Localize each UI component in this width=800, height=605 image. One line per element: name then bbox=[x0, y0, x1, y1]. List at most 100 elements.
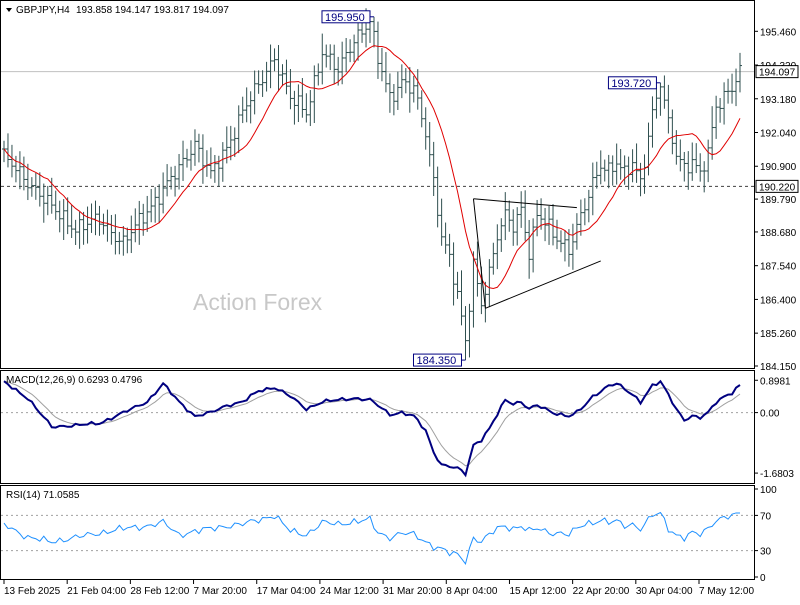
price-bar bbox=[248, 91, 253, 124]
rsi-panel-frame bbox=[0, 485, 755, 580]
price-bar bbox=[260, 70, 265, 97]
price-bar bbox=[169, 166, 174, 190]
price-bar bbox=[304, 93, 309, 123]
price-bar bbox=[698, 153, 703, 182]
price-bar bbox=[403, 68, 408, 94]
price-bar bbox=[268, 44, 273, 89]
price-bar bbox=[17, 151, 22, 190]
price-bar bbox=[336, 56, 341, 86]
price-annotation: 195.950 bbox=[321, 10, 374, 24]
price-bar bbox=[586, 189, 591, 223]
annotation-box bbox=[607, 76, 657, 90]
price-bar bbox=[562, 230, 567, 262]
price-bar bbox=[503, 192, 508, 241]
price-bar bbox=[383, 52, 388, 93]
price-bar bbox=[578, 199, 583, 236]
x-tick-label: 24 Mar 12:00 bbox=[320, 586, 379, 597]
price-bar bbox=[491, 242, 496, 275]
price-bar bbox=[240, 96, 245, 124]
price-bar bbox=[141, 203, 146, 236]
price-bar bbox=[447, 233, 452, 267]
price-bars bbox=[2, 8, 742, 361]
price-bar bbox=[602, 159, 607, 182]
annotation-label: 193.720 bbox=[611, 78, 651, 90]
price-bar bbox=[630, 149, 635, 183]
price-bar bbox=[177, 153, 182, 190]
price-bar bbox=[220, 142, 225, 182]
price-bar bbox=[340, 41, 345, 85]
price-bar bbox=[264, 61, 269, 92]
price-bar bbox=[292, 90, 297, 125]
price-bar bbox=[407, 67, 412, 113]
price-bar bbox=[411, 75, 416, 103]
price-bar bbox=[61, 199, 66, 240]
price-bar bbox=[379, 47, 384, 82]
price-bar bbox=[105, 209, 110, 242]
price-bar bbox=[722, 82, 727, 125]
price-bar bbox=[718, 98, 723, 123]
triangle-upper-line bbox=[473, 198, 577, 209]
price-bar bbox=[117, 231, 122, 255]
annotation-box bbox=[321, 10, 371, 24]
current-price-tag-label: 194.097 bbox=[759, 68, 796, 79]
y-tick-label: 184.150 bbox=[760, 362, 797, 373]
price-bar bbox=[161, 172, 166, 214]
price-bar bbox=[9, 144, 14, 178]
price-bar bbox=[352, 34, 357, 62]
price-bar bbox=[686, 151, 691, 190]
current-price-tag: 194.097 bbox=[755, 65, 799, 79]
price-bar bbox=[626, 156, 631, 190]
price-bar bbox=[399, 64, 404, 99]
price-bar bbox=[360, 21, 365, 43]
rsi-line bbox=[3, 511, 741, 566]
price-bar bbox=[547, 206, 552, 245]
price-bar bbox=[284, 59, 289, 95]
price-bar bbox=[531, 218, 536, 273]
price-bar bbox=[244, 87, 249, 123]
macd-y-tick-label: -1.6803 bbox=[760, 469, 794, 480]
price-bar bbox=[157, 184, 162, 224]
price-bar bbox=[216, 155, 221, 187]
y-tick-label: 190.900 bbox=[760, 162, 797, 173]
rsi-y-tick-label: 0 bbox=[760, 573, 766, 584]
price-bar bbox=[109, 214, 114, 245]
price-bar bbox=[93, 200, 98, 236]
price-bar bbox=[558, 230, 563, 253]
price-bar bbox=[642, 154, 647, 194]
price-bar bbox=[391, 84, 396, 116]
price-bar bbox=[308, 90, 313, 127]
x-tick-label: 31 Mar 20:00 bbox=[383, 586, 442, 597]
annotation-label: 195.950 bbox=[325, 12, 365, 24]
y-tick-label: 186.400 bbox=[760, 295, 797, 306]
price-bar bbox=[204, 150, 209, 177]
price-annotation: 193.720 bbox=[607, 76, 661, 90]
price-bar bbox=[714, 95, 719, 139]
price-bar bbox=[81, 211, 86, 245]
price-bar bbox=[730, 73, 735, 104]
price-bar bbox=[375, 21, 380, 79]
annotation-label: 184.350 bbox=[416, 355, 456, 367]
price-bar bbox=[113, 214, 118, 255]
price-bar bbox=[65, 197, 70, 235]
price-bar bbox=[666, 84, 671, 134]
price-bar bbox=[324, 44, 329, 68]
price-bar bbox=[387, 73, 392, 113]
x-tick-label: 28 Feb 12:00 bbox=[130, 586, 189, 597]
price-annotations: 195.950 184.350 193.720 bbox=[321, 10, 661, 367]
x-tick-label: 21 Feb 04:00 bbox=[67, 586, 126, 597]
price-bar bbox=[53, 190, 58, 220]
price-bar bbox=[726, 78, 731, 104]
y-tick-label: 192.040 bbox=[760, 129, 797, 140]
price-bar bbox=[5, 133, 10, 168]
price-bar bbox=[439, 198, 444, 246]
price-bar bbox=[690, 142, 695, 181]
symbol-title: GBPJPY,H4 bbox=[16, 5, 70, 16]
triangle-lower-line bbox=[485, 260, 601, 309]
price-bar bbox=[467, 303, 472, 358]
price-bar bbox=[435, 166, 440, 228]
y-tick-label: 195.460 bbox=[760, 27, 797, 38]
price-bar bbox=[738, 52, 742, 93]
price-bar bbox=[73, 219, 78, 245]
x-tick-label: 7 May 12:00 bbox=[699, 586, 754, 597]
price-bar bbox=[41, 183, 46, 223]
